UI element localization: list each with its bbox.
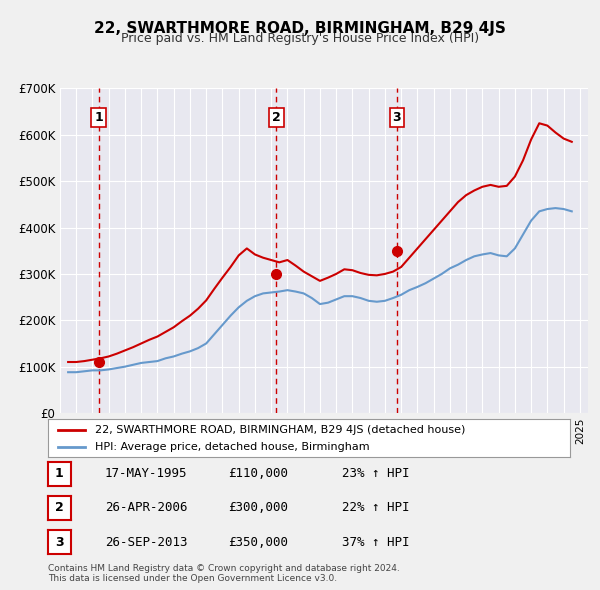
Text: 1: 1 bbox=[55, 467, 64, 480]
Text: 22% ↑ HPI: 22% ↑ HPI bbox=[342, 502, 409, 514]
Text: 2: 2 bbox=[272, 111, 281, 124]
Text: 26-SEP-2013: 26-SEP-2013 bbox=[105, 536, 187, 549]
Text: £350,000: £350,000 bbox=[228, 536, 288, 549]
Text: 22, SWARTHMORE ROAD, BIRMINGHAM, B29 4JS (detached house): 22, SWARTHMORE ROAD, BIRMINGHAM, B29 4JS… bbox=[95, 425, 466, 435]
Text: 22, SWARTHMORE ROAD, BIRMINGHAM, B29 4JS: 22, SWARTHMORE ROAD, BIRMINGHAM, B29 4JS bbox=[94, 21, 506, 35]
Text: Price paid vs. HM Land Registry's House Price Index (HPI): Price paid vs. HM Land Registry's House … bbox=[121, 32, 479, 45]
Text: 37% ↑ HPI: 37% ↑ HPI bbox=[342, 536, 409, 549]
Text: 26-APR-2006: 26-APR-2006 bbox=[105, 502, 187, 514]
Text: Contains HM Land Registry data © Crown copyright and database right 2024.
This d: Contains HM Land Registry data © Crown c… bbox=[48, 563, 400, 583]
Text: £110,000: £110,000 bbox=[228, 467, 288, 480]
Text: HPI: Average price, detached house, Birmingham: HPI: Average price, detached house, Birm… bbox=[95, 441, 370, 451]
Text: 1: 1 bbox=[94, 111, 103, 124]
Text: 2: 2 bbox=[55, 502, 64, 514]
Text: 17-MAY-1995: 17-MAY-1995 bbox=[105, 467, 187, 480]
Text: 23% ↑ HPI: 23% ↑ HPI bbox=[342, 467, 409, 480]
Text: £300,000: £300,000 bbox=[228, 502, 288, 514]
Text: 3: 3 bbox=[55, 536, 64, 549]
Text: 3: 3 bbox=[392, 111, 401, 124]
